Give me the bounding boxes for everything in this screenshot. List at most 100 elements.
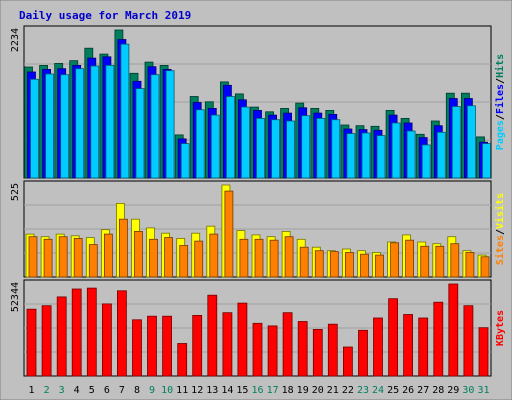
legend-entry: Hits: [494, 54, 506, 78]
bar-sites: [164, 237, 174, 278]
bar-sites: [209, 233, 219, 278]
bar-sites: [119, 218, 128, 278]
bar-pages: [195, 109, 205, 179]
bar-pages: [482, 143, 491, 179]
bar-pages: [105, 65, 115, 179]
day-label: 30: [462, 385, 474, 396]
bar-pages: [150, 74, 160, 179]
bar-sites: [224, 190, 234, 278]
legend-text: KBytes: [495, 310, 506, 346]
bar-kbytes: [117, 290, 127, 377]
day-label: 23: [357, 385, 369, 396]
bar-sites: [284, 236, 294, 278]
legend-hits: Pages/Files/Hits: [494, 54, 506, 150]
bar-sites: [88, 244, 98, 278]
bar-pages: [316, 118, 326, 179]
bar-kbytes: [282, 312, 293, 377]
bar-sites: [269, 239, 279, 278]
legend-entry: Sites: [494, 235, 506, 265]
bar-kbytes: [222, 312, 233, 377]
bar-sites: [314, 250, 324, 278]
bar-pages: [30, 78, 39, 179]
legend-entry: Files: [494, 84, 506, 114]
day-label: 19: [297, 385, 309, 396]
bar-pages: [165, 70, 175, 179]
bar-pages: [301, 115, 311, 179]
bar-kbytes: [252, 322, 263, 377]
day-label: 24: [372, 385, 384, 396]
bar-kbytes: [463, 305, 474, 377]
bar-pages: [120, 43, 130, 179]
bar-sites: [375, 254, 384, 278]
day-label: 8: [134, 385, 140, 396]
day-label: 21: [327, 385, 339, 396]
day-label: 25: [387, 385, 399, 396]
bar-pages: [210, 114, 220, 179]
bar-sites: [360, 253, 369, 278]
bar-pages: [271, 119, 281, 179]
bar-pages: [406, 130, 416, 179]
bar-kbytes: [267, 325, 278, 377]
bar-sites: [420, 245, 430, 278]
bar-kbytes: [358, 329, 368, 377]
bar-kbytes: [132, 319, 142, 377]
bar-kbytes: [327, 323, 338, 377]
day-label: 27: [417, 385, 429, 396]
bar-sites: [390, 242, 400, 278]
panel-hits: 2234 Pages/Files/Hits: [10, 25, 506, 179]
bar-kbytes: [342, 346, 353, 377]
bar-sites: [480, 256, 490, 278]
bar-sites: [134, 230, 143, 278]
day-label: 10: [161, 385, 173, 396]
bar-kbytes: [478, 327, 489, 377]
bar-kbytes: [102, 303, 112, 377]
bar-pages: [60, 74, 70, 179]
day-label: 17: [267, 385, 279, 396]
day-label: 9: [149, 385, 155, 396]
day-label: 13: [206, 385, 218, 396]
bar-sites: [239, 238, 249, 278]
bar-kbytes: [388, 298, 399, 377]
bar-sites: [405, 239, 415, 278]
day-label: 1: [28, 385, 34, 396]
bar-pages: [421, 144, 431, 179]
bar-sites: [43, 238, 53, 278]
bar-pages: [466, 105, 476, 179]
day-label: 22: [342, 385, 354, 396]
legend-entry: Visits: [494, 193, 506, 229]
bar-pages: [135, 88, 145, 179]
bar-sites: [73, 237, 83, 278]
bar-kbytes: [192, 314, 203, 377]
bar-sites: [329, 251, 339, 278]
day-label: 4: [74, 385, 80, 396]
bar-pages: [45, 73, 54, 179]
bar-pages: [75, 68, 85, 179]
bar-kbytes: [162, 315, 173, 377]
bar-sites: [254, 238, 264, 278]
bar-sites: [149, 238, 158, 278]
bar-kbytes: [448, 283, 459, 377]
bar-kbytes: [86, 287, 97, 377]
bar-pages: [331, 119, 341, 179]
day-label: 16: [251, 385, 263, 396]
bar-sites: [179, 245, 189, 278]
legend-entry: Pages: [495, 120, 506, 150]
bar-pages: [391, 122, 401, 179]
bar-sites: [465, 252, 475, 278]
bar-kbytes: [41, 305, 52, 377]
bar-kbytes: [403, 314, 414, 377]
day-label: 12: [191, 385, 203, 396]
bar-kbytes: [418, 317, 429, 377]
bar-pages: [90, 65, 100, 179]
bar-sites: [450, 243, 460, 278]
bar-sites: [104, 233, 113, 278]
day-label: 5: [89, 385, 95, 396]
bar-kbytes: [26, 308, 37, 377]
day-label: 11: [176, 385, 188, 396]
legend-visits: Sites/Visits: [494, 193, 506, 265]
bar-pages: [436, 131, 446, 179]
y-max-label: 2234: [10, 28, 21, 52]
bar-kbytes: [56, 296, 67, 377]
bar-sites: [344, 252, 354, 278]
